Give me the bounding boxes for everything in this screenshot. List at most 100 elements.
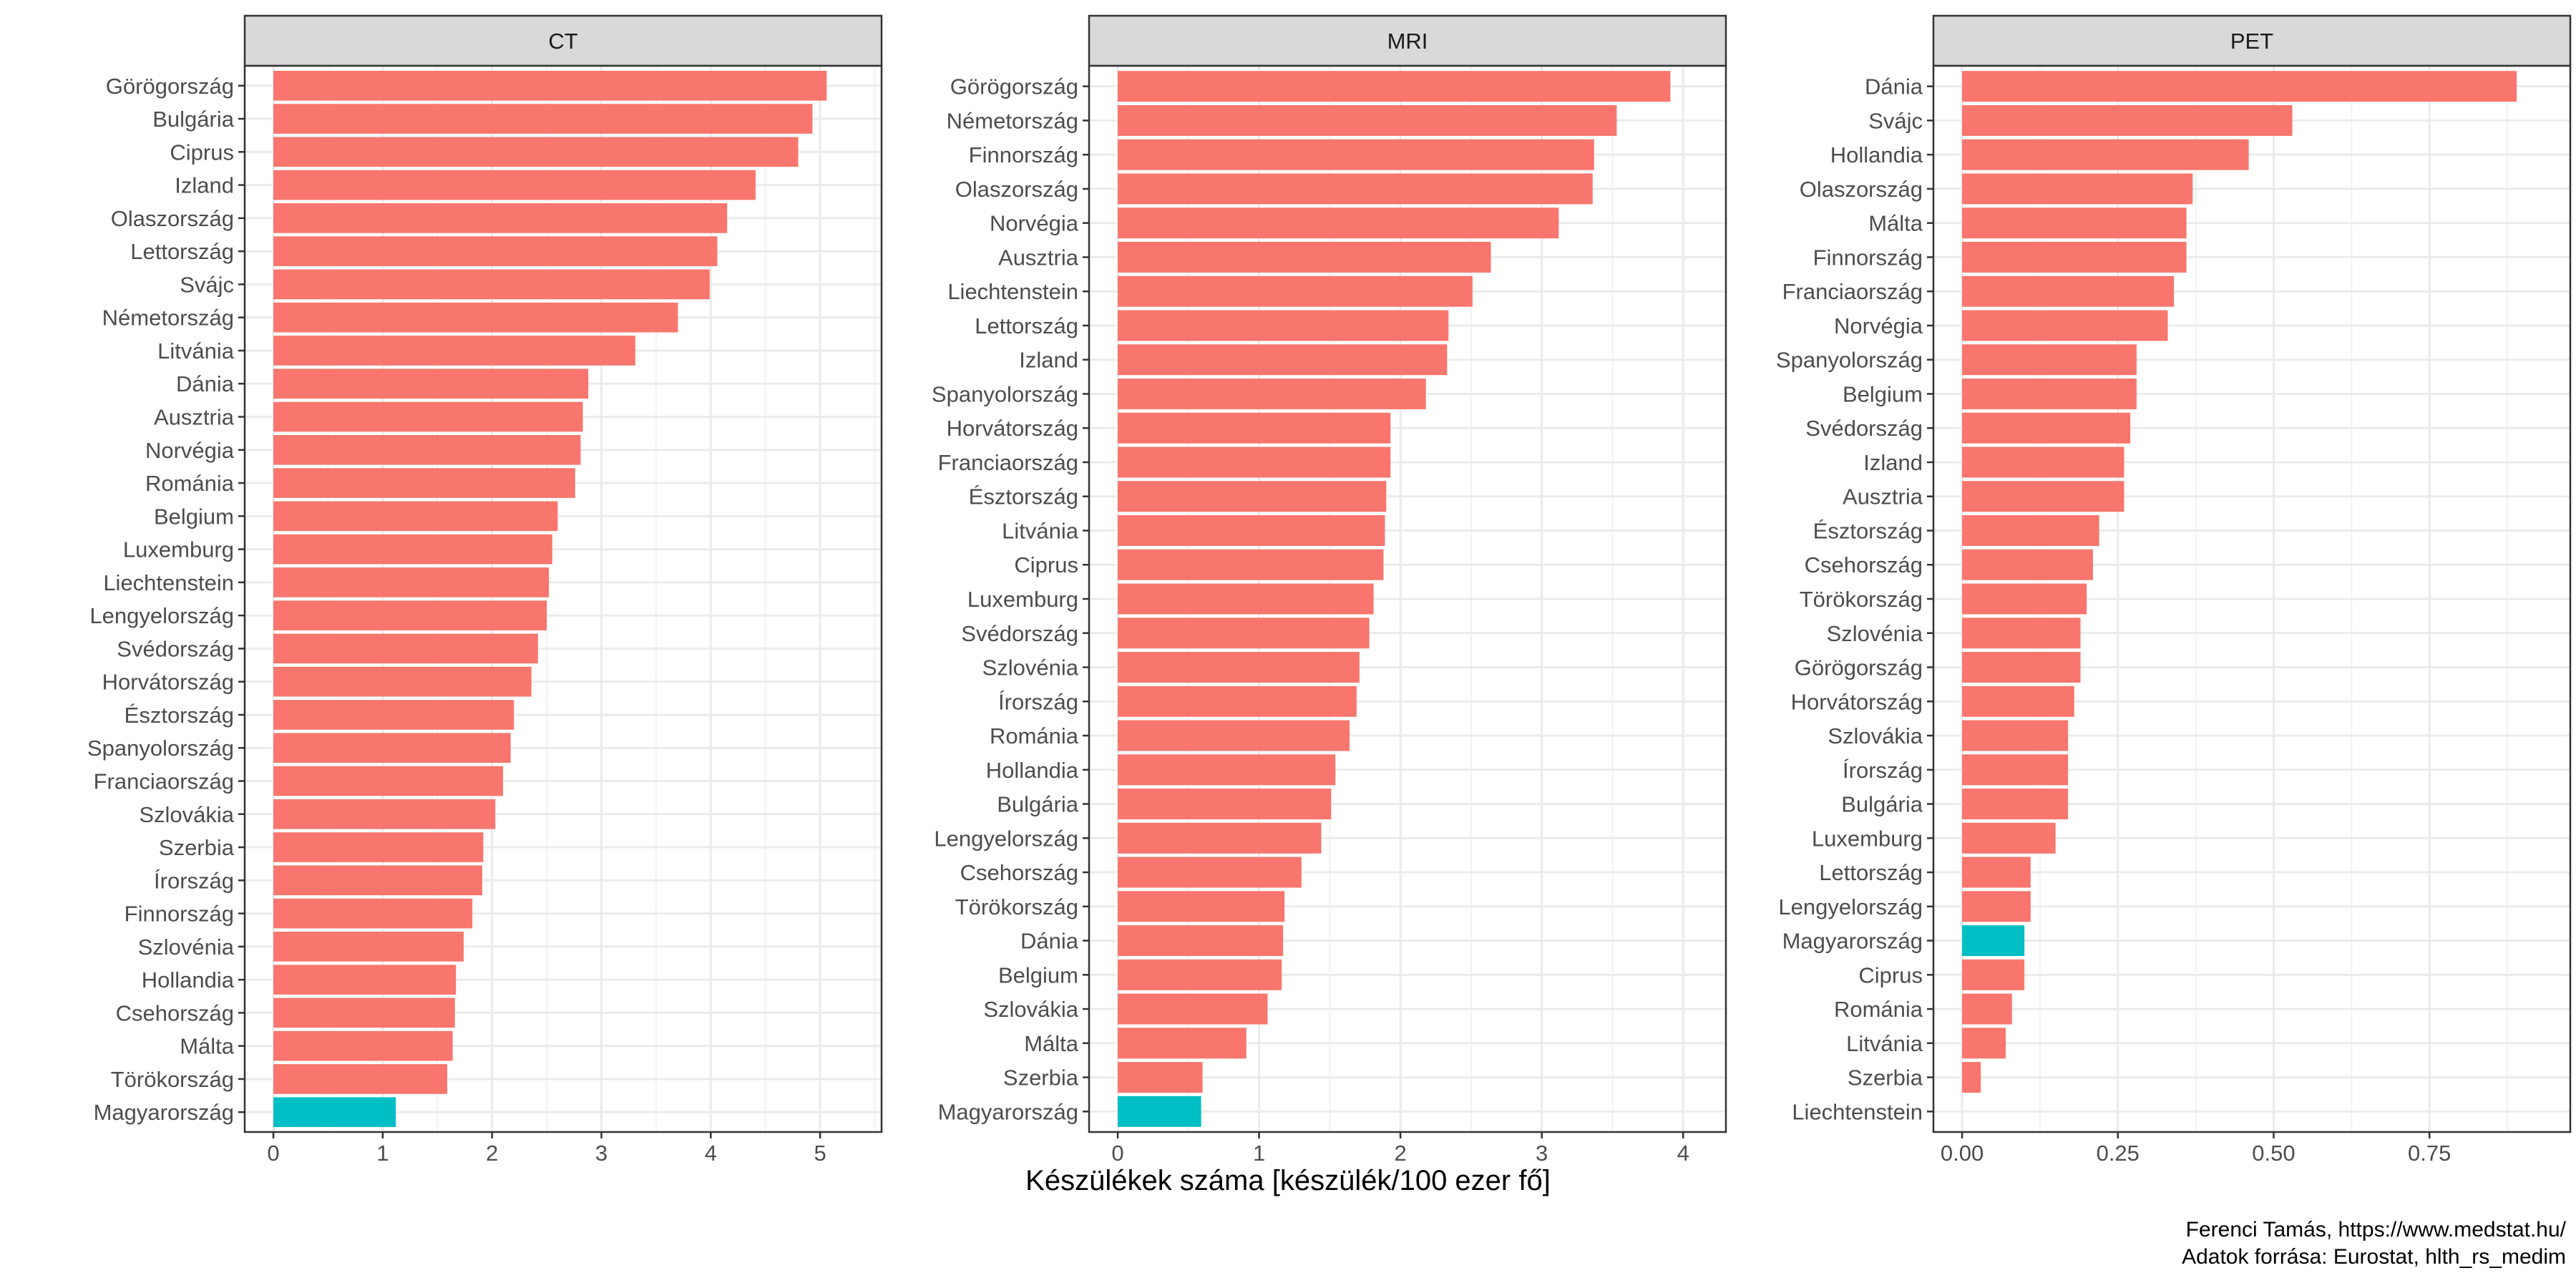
y-tick-label: Hollandia bbox=[986, 758, 1079, 783]
panel-ct: CT Görögország Bulgária Ciprus Izland Olaszor… bbox=[87, 14, 883, 1166]
y-tick-label: Dánia bbox=[1865, 74, 1923, 99]
y-tick-label: Románia bbox=[990, 723, 1079, 748]
bar bbox=[1118, 549, 1384, 580]
y-tick-label: Málta bbox=[1868, 211, 1923, 236]
y-tick-label: Magyarország bbox=[1782, 929, 1923, 954]
x-tick-label: 2 bbox=[486, 1141, 498, 1166]
y-tick-label: Liechtenstein bbox=[1792, 1099, 1923, 1124]
bar bbox=[1962, 378, 2137, 409]
y-tick-label: Ausztria bbox=[1843, 484, 1923, 509]
caption-author: Ferenci Tamás, https://www.medstat.hu/ bbox=[2185, 1218, 2566, 1241]
bar bbox=[1118, 857, 1302, 888]
y-tick-label: Svájc bbox=[180, 272, 234, 297]
x-tick-label: 0 bbox=[267, 1141, 279, 1166]
y-tick-label: Spanyolország bbox=[932, 381, 1078, 406]
y-tick-label: Spanyolország bbox=[1776, 348, 1923, 373]
y-tick-label: Lengyelország bbox=[934, 826, 1078, 851]
bar bbox=[1118, 959, 1282, 990]
bar bbox=[273, 236, 718, 266]
y-tick-label: Liechtenstein bbox=[947, 279, 1078, 304]
bar bbox=[1962, 993, 2012, 1025]
bar bbox=[1962, 754, 2069, 786]
bar bbox=[273, 170, 756, 200]
bar bbox=[273, 766, 503, 796]
x-tick-label: 0.75 bbox=[2408, 1141, 2451, 1166]
bar bbox=[1962, 481, 2124, 512]
x-tick-label: 3 bbox=[1536, 1141, 1548, 1166]
bar bbox=[1118, 310, 1449, 341]
bar bbox=[1118, 1028, 1246, 1059]
bar bbox=[273, 799, 496, 829]
y-tick-label: Szlovákia bbox=[1828, 723, 1923, 748]
y-tick-label: Törökország bbox=[111, 1067, 234, 1092]
bar bbox=[1118, 822, 1322, 854]
panel-title: MRI bbox=[1387, 29, 1428, 54]
y-tick-label: Litvánia bbox=[1846, 1031, 1923, 1056]
bar bbox=[1118, 208, 1559, 239]
y-tick-label: Észtország bbox=[125, 703, 234, 728]
y-tick-label: Szlovénia bbox=[982, 655, 1079, 680]
bar bbox=[1962, 173, 2193, 205]
x-tick-label: 5 bbox=[814, 1141, 826, 1166]
y-tick-label: Norvégia bbox=[145, 438, 235, 463]
y-tick-label: Luxemburg bbox=[123, 537, 234, 562]
bar bbox=[1962, 241, 2187, 273]
bar bbox=[1962, 344, 2137, 376]
y-tick-label: Dánia bbox=[1020, 929, 1079, 954]
bar bbox=[273, 832, 484, 862]
y-tick-label: Csehország bbox=[960, 860, 1078, 885]
bar bbox=[1962, 891, 2031, 922]
y-tick-label: Csehország bbox=[116, 1000, 234, 1025]
bar bbox=[273, 1064, 448, 1094]
x-tick-label: 0.00 bbox=[1941, 1141, 1984, 1166]
panel-mri: MRI Görögország Németország Finnország Olasz… bbox=[932, 14, 1727, 1166]
y-tick-label: Szlovákia bbox=[139, 802, 234, 827]
y-tick-label: Svédország bbox=[1805, 416, 1923, 441]
panel-title: PET bbox=[2230, 29, 2273, 54]
bar bbox=[1118, 139, 1594, 170]
y-tick-label: Szlovénia bbox=[1827, 621, 1923, 646]
bar bbox=[1118, 754, 1336, 786]
bar bbox=[273, 302, 678, 333]
bar bbox=[1962, 447, 2124, 478]
x-tick-label: 0 bbox=[1111, 1141, 1123, 1166]
y-tick-label: Izland bbox=[1863, 450, 1923, 475]
panel-border bbox=[243, 64, 883, 1133]
bar bbox=[1962, 1028, 2006, 1059]
bar bbox=[1118, 173, 1593, 205]
bar bbox=[1962, 720, 2069, 751]
bar bbox=[1118, 71, 1671, 102]
bar bbox=[273, 666, 532, 697]
y-tick-label: Belgium bbox=[1843, 381, 1923, 406]
bar bbox=[1962, 822, 2056, 854]
y-tick-label: Szlovákia bbox=[983, 997, 1078, 1022]
bar bbox=[273, 965, 457, 995]
y-tick-label: Görögország bbox=[1795, 655, 1923, 680]
y-tick-label: Ciprus bbox=[1858, 962, 1923, 987]
bar bbox=[273, 898, 473, 929]
bar bbox=[1118, 1062, 1203, 1093]
bar bbox=[1118, 925, 1284, 957]
bar bbox=[273, 468, 575, 498]
bar bbox=[1118, 412, 1391, 444]
bar bbox=[1118, 686, 1357, 717]
y-tick-label: Írország bbox=[1843, 758, 1923, 783]
panel-strip bbox=[243, 14, 883, 67]
y-tick-label: Belgium bbox=[154, 504, 234, 529]
y-tick-label: Olaszország bbox=[1800, 177, 1923, 202]
bar bbox=[1962, 139, 2249, 170]
panel-strip bbox=[1932, 14, 2572, 67]
y-tick-label: Hollandia bbox=[1830, 142, 1923, 167]
bar bbox=[273, 600, 547, 630]
y-tick-label: Bulgária bbox=[152, 107, 234, 132]
bar bbox=[273, 269, 710, 300]
y-tick-label: Lengyelország bbox=[89, 603, 234, 628]
x-axis-label: Készülékek száma [készülék/100 ezer fő] bbox=[1025, 1165, 1551, 1196]
bar bbox=[1118, 891, 1285, 922]
bar bbox=[1962, 104, 2293, 136]
y-tick-label: Olaszország bbox=[111, 206, 234, 231]
y-tick-label: Luxemburg bbox=[967, 587, 1078, 612]
bar bbox=[1118, 652, 1360, 683]
y-tick-label: Litvánia bbox=[157, 338, 235, 364]
y-tick-label: Liechtenstein bbox=[103, 570, 234, 595]
